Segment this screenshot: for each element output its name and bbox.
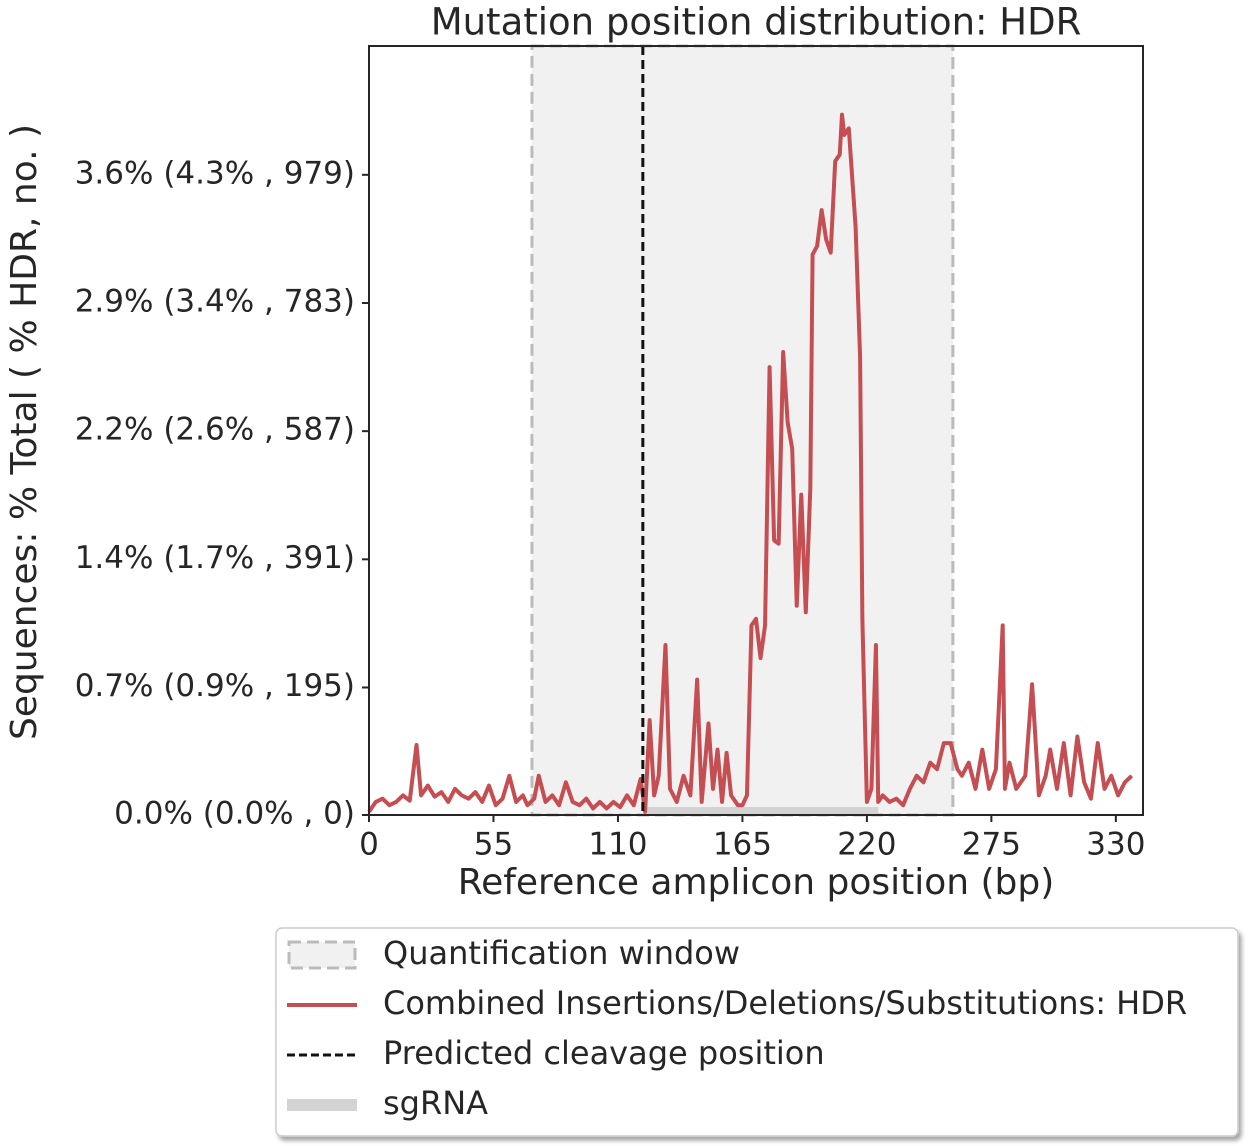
x-tick-label: 275: [962, 827, 1021, 863]
y-tick-label: 0.7% (0.9% , 195): [75, 668, 355, 704]
x-tick-label: 55: [474, 827, 513, 863]
y-tick-label: 2.9% (3.4% , 783): [75, 283, 355, 319]
legend-label: sgRNA: [383, 1084, 488, 1122]
legend-label: Combined Insertions/Deletions/Substituti…: [383, 984, 1187, 1022]
x-tick-label: 330: [1086, 827, 1145, 863]
y-tick-label: 0.0% (0.0% , 0): [114, 796, 355, 832]
y-tick-label: 3.6% (4.3% , 979): [75, 155, 355, 191]
data-line: [367, 112, 1134, 814]
x-tick-label: 110: [588, 827, 647, 863]
legend-box: [275, 927, 1239, 1137]
y-axis-label: Sequences: % Total ( % HDR, no. ): [4, 124, 45, 740]
legend-swatch: [287, 940, 357, 970]
quantification-window: [530, 44, 955, 817]
chart-title: Mutation position distribution: HDR: [431, 1, 1082, 44]
y-tick-label: 2.2% (2.6% , 587): [75, 412, 355, 448]
sgrna-bar: [645, 807, 879, 814]
x-tick-label: 220: [837, 827, 896, 863]
x-tick-label: 165: [713, 827, 772, 863]
plot-frame: [368, 45, 1144, 816]
y-tick-label: 1.4% (1.7% , 391): [75, 540, 355, 576]
legend-label: Predicted cleavage position: [383, 1034, 825, 1072]
x-axis-label: Reference amplicon position (bp): [458, 862, 1055, 903]
x-tick-label: 0: [359, 827, 379, 863]
legend-label: Quantification window: [383, 934, 740, 972]
